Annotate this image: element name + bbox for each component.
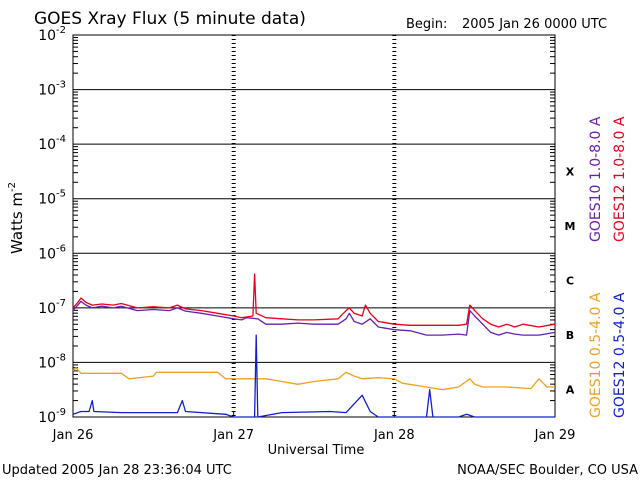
- legend-long-channel: GOES10 1.0-8.0 A GOES12 1.0-8.0 A: [588, 112, 628, 242]
- chart-title: GOES Xray Flux (5 minute data): [34, 9, 306, 29]
- updated-timestamp: Updated 2005 Jan 28 23:36:04 UTC: [2, 463, 232, 478]
- y-tick-base: 10: [38, 355, 56, 371]
- y-tick-label: 10-6: [38, 243, 66, 262]
- legend-goes12-short: GOES12 0.5-4.0 A: [612, 292, 628, 418]
- y-tick-base: 10: [38, 301, 56, 317]
- y-axis-label: Watts m-2: [7, 182, 26, 254]
- x-tick-label: Jan 29: [534, 428, 576, 443]
- y-tick-exponent: -5: [56, 189, 66, 200]
- y-tick-label: 10-5: [38, 189, 66, 208]
- x-axis-label: Universal Time: [268, 443, 365, 458]
- svg-text:GOES10 1.0-8.0 A GOES1: GOES10 1.0-8.0 A GOES12 1.0-8.0 A: [588, 112, 628, 242]
- y-tick-label: 10-4: [38, 134, 66, 153]
- y-axis-label-sup: -2: [7, 182, 18, 192]
- series-line: [72, 367, 555, 391]
- y-tick-label: 10-8: [38, 352, 66, 371]
- flare-class-label: C: [566, 275, 574, 288]
- y-tick-base: 10: [38, 28, 56, 44]
- y-tick-base: 10: [38, 410, 56, 426]
- flare-class-label: B: [566, 329, 574, 342]
- y-tick-exponent: -8: [56, 352, 66, 363]
- y-tick-base: 10: [38, 246, 56, 262]
- y-tick-exponent: -3: [56, 80, 66, 91]
- y-tick-exponent: -9: [56, 407, 66, 418]
- legend-goes10-long: GOES10 1.0-8.0 A: [588, 116, 604, 242]
- svg-text:Watts m-2: Watts m-2: [7, 182, 26, 254]
- svg-text:GOES10 0.5-4.0 A GOES1: GOES10 0.5-4.0 A GOES12 0.5-4.0 A: [588, 288, 628, 418]
- grid-layer: [73, 35, 555, 417]
- y-tick-label: 10-2: [38, 25, 66, 44]
- series-line: [72, 300, 556, 336]
- flare-class-label: X: [566, 165, 575, 178]
- series-line: [72, 273, 556, 328]
- series-layer: [72, 273, 556, 418]
- x-tick-label: Jan 27: [212, 428, 254, 443]
- flare-class-label: M: [565, 220, 576, 233]
- credit-text: NOAA/SEC Boulder, CO USA: [457, 463, 638, 478]
- series-line: [72, 334, 555, 418]
- y-tick-exponent: -4: [56, 134, 66, 145]
- y-tick-exponent: -2: [56, 25, 66, 36]
- x-tick-label: Jan 26: [52, 428, 94, 443]
- plot-frame: [72, 34, 556, 418]
- y-tick-exponent: -6: [56, 243, 66, 254]
- y-tick-exponent: -7: [56, 298, 66, 309]
- x-tick-label: Jan 28: [373, 428, 415, 443]
- y-tick-base: 10: [38, 192, 56, 208]
- y-tick-label: 10-9: [38, 407, 66, 426]
- y-tick-base: 10: [38, 83, 56, 99]
- y-axis-label-text: Watts m: [8, 192, 26, 254]
- legend-short-channel: GOES10 0.5-4.0 A GOES12 0.5-4.0 A: [588, 288, 628, 418]
- flare-class-label: A: [566, 384, 575, 397]
- legend-goes12-long: GOES12 1.0-8.0 A: [612, 116, 628, 242]
- y-tick-base: 10: [38, 137, 56, 153]
- y-tick-label: 10-3: [38, 80, 66, 99]
- legend-goes10-short: GOES10 0.5-4.0 A: [588, 292, 604, 418]
- begin-value: 2005 Jan 26 0000 UTC: [462, 17, 607, 32]
- tick-layer: [72, 36, 556, 417]
- begin-label: Begin:: [406, 17, 447, 32]
- y-tick-label: 10-7: [38, 298, 66, 317]
